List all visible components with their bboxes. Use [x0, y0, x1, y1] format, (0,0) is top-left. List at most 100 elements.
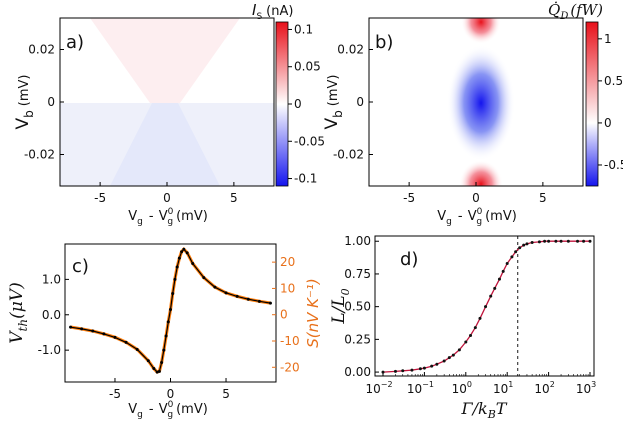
xtick-label: -5: [109, 387, 121, 401]
colorbar-tick-label: 0.5: [604, 74, 623, 88]
ytick-label: 0.02: [28, 43, 55, 57]
colorbar-tick-label: -0.5: [604, 158, 623, 172]
xtick-base: 10: [365, 382, 380, 396]
heatmap-b-negative-lobe: [447, 45, 515, 161]
colorbar-tick-label: 0: [294, 97, 302, 111]
thermovoltage-point: [162, 348, 166, 352]
xtick-label: 0: [472, 191, 480, 205]
lorenz-data-point: [537, 240, 541, 244]
thermovoltage-point: [185, 251, 189, 255]
xlabel-b-minus: -: [458, 209, 463, 224]
heatmap-b-positive-lobe-bottom: [459, 160, 503, 186]
colorbar-tick-label: -0.05: [294, 134, 325, 148]
ytick-label: 0.02: [337, 43, 364, 57]
colorbar-tick-label: 0.05: [294, 60, 321, 74]
colorbar-a-title-unit: (nA): [266, 4, 293, 19]
lorenz-data-point: [442, 359, 446, 363]
lorenz-data-point: [505, 261, 509, 265]
axes-d-plot: [381, 236, 592, 376]
colorbar-b-ticks: 1 0.5 0 -0.5: [598, 32, 623, 172]
ytick-label: 0.75: [344, 267, 371, 281]
ylabel-a-main: V: [13, 117, 33, 129]
ylabel-c-main: V: [7, 330, 27, 344]
ytick-label: 1.00: [344, 234, 371, 248]
xlabel-c-unit: (mV): [176, 402, 208, 417]
xlabel-a-v: V: [128, 209, 137, 224]
lorenz-data-point: [418, 367, 422, 371]
lorenz-data-point: [464, 340, 468, 344]
thermovoltage-point: [235, 294, 239, 298]
lorenz-data-point: [493, 286, 497, 290]
axes-d-ylabel: L/L0: [329, 288, 352, 324]
lorenz-data-point: [410, 368, 414, 372]
ytick-right-label: -10: [280, 334, 300, 348]
thermovoltage-point: [135, 347, 139, 351]
ytick-label: -0.02: [24, 148, 55, 162]
lorenz-data-point: [422, 366, 426, 370]
panel-a: -5 0 50.020-0.02 a) Vb(mV) Vg - V0 g (mV) 0.10…: [13, 1, 325, 227]
lorenz-data-point: [451, 353, 455, 357]
xlabel-b-unit: (mV): [485, 209, 517, 224]
axes-b-xlabel: Vg - V0 g (mV): [437, 207, 517, 227]
xtick-label: 100: [452, 380, 472, 396]
thermovoltage-point: [160, 361, 164, 365]
xtick-exponent: −1: [422, 380, 434, 389]
heatmap-b-positive-lobe-top: [461, 18, 501, 44]
xlabel-b-sup: 0: [477, 207, 483, 217]
thermovoltage-point: [69, 325, 73, 329]
ytick-left-label: -1.0: [38, 343, 61, 357]
colorbar-a-title: IS (nA): [252, 1, 293, 22]
xtick-label: 101: [493, 380, 513, 396]
lorenz-data-point: [430, 364, 434, 368]
ylabel-c-sub: th: [16, 319, 30, 332]
thermovoltage-point: [166, 320, 170, 324]
colorbar-tick-label: 0: [604, 116, 612, 130]
xtick-label: 5: [230, 191, 238, 205]
colorbar-tick-label: 1: [604, 32, 612, 46]
thermovoltage-point: [113, 335, 117, 339]
xtick-base: 10: [407, 382, 422, 396]
xlabel-b-v: V: [437, 209, 446, 224]
lorenz-data-point: [543, 239, 547, 243]
ytick-left-label: 1.0: [42, 272, 61, 286]
xtick-base: 10: [576, 382, 591, 396]
xlabel-d-t: T: [496, 399, 508, 418]
ylabel-b-main: V: [322, 117, 342, 129]
xtick-label: 10−1: [407, 380, 434, 396]
colorbar-a-title-i: I: [252, 1, 257, 19]
xtick-label: 0: [163, 191, 171, 205]
svg-text:Vb(mV): Vb (mV): [322, 75, 345, 130]
colorbar-a-ticks: 0.1 0.05 0 -0.05 -0.1: [288, 22, 325, 186]
axes-c-ylabel-right: S(nV K⁻¹): [304, 278, 322, 348]
thermovoltage-point: [177, 256, 181, 260]
thermovoltage-point: [124, 340, 128, 344]
thermovoltage-point: [191, 261, 195, 265]
axes-c-xlabel: Vg - V0 g (mV): [128, 400, 208, 420]
ytick-right-label: 20: [280, 255, 295, 269]
lorenz-data-point: [401, 369, 405, 373]
xlabel-b-g1: g: [446, 217, 452, 227]
panel-b-label: b): [375, 32, 393, 53]
xlabel-c-v0: V: [159, 402, 168, 417]
axes-a-ylabel: Vb (mV): [13, 75, 36, 130]
heatmap-a-positive-lobe: [123, 18, 207, 100]
thermovoltage-point: [146, 359, 150, 363]
thermovoltage-point: [268, 301, 272, 305]
ylabel-c-right: S(nV K⁻¹): [304, 278, 322, 348]
xlabel-d-sub: B: [487, 408, 496, 421]
colorbar-b-title: Q̇D (fW): [548, 1, 603, 22]
thermovoltage-point: [152, 367, 156, 371]
axes-d-frame: [374, 235, 595, 377]
xtick-base: 10: [452, 382, 467, 396]
thermovoltage-point: [246, 297, 250, 301]
lorenz-data-point: [393, 369, 397, 373]
ytick-label: 0.00: [344, 365, 371, 379]
thermovoltage-point: [102, 332, 106, 336]
ylabel-d-sub: 0: [339, 288, 352, 295]
xlabel-c-sup: 0: [168, 400, 174, 410]
svg-text:Vb(mV): Vb (mV): [13, 75, 36, 130]
thermovoltage-point: [157, 369, 161, 373]
panel-b: -5 0 50.020-0.02 b) Vb(mV) Vg - V0 g (mV) 10.5…: [322, 1, 623, 227]
lorenz-data-point: [554, 239, 558, 243]
